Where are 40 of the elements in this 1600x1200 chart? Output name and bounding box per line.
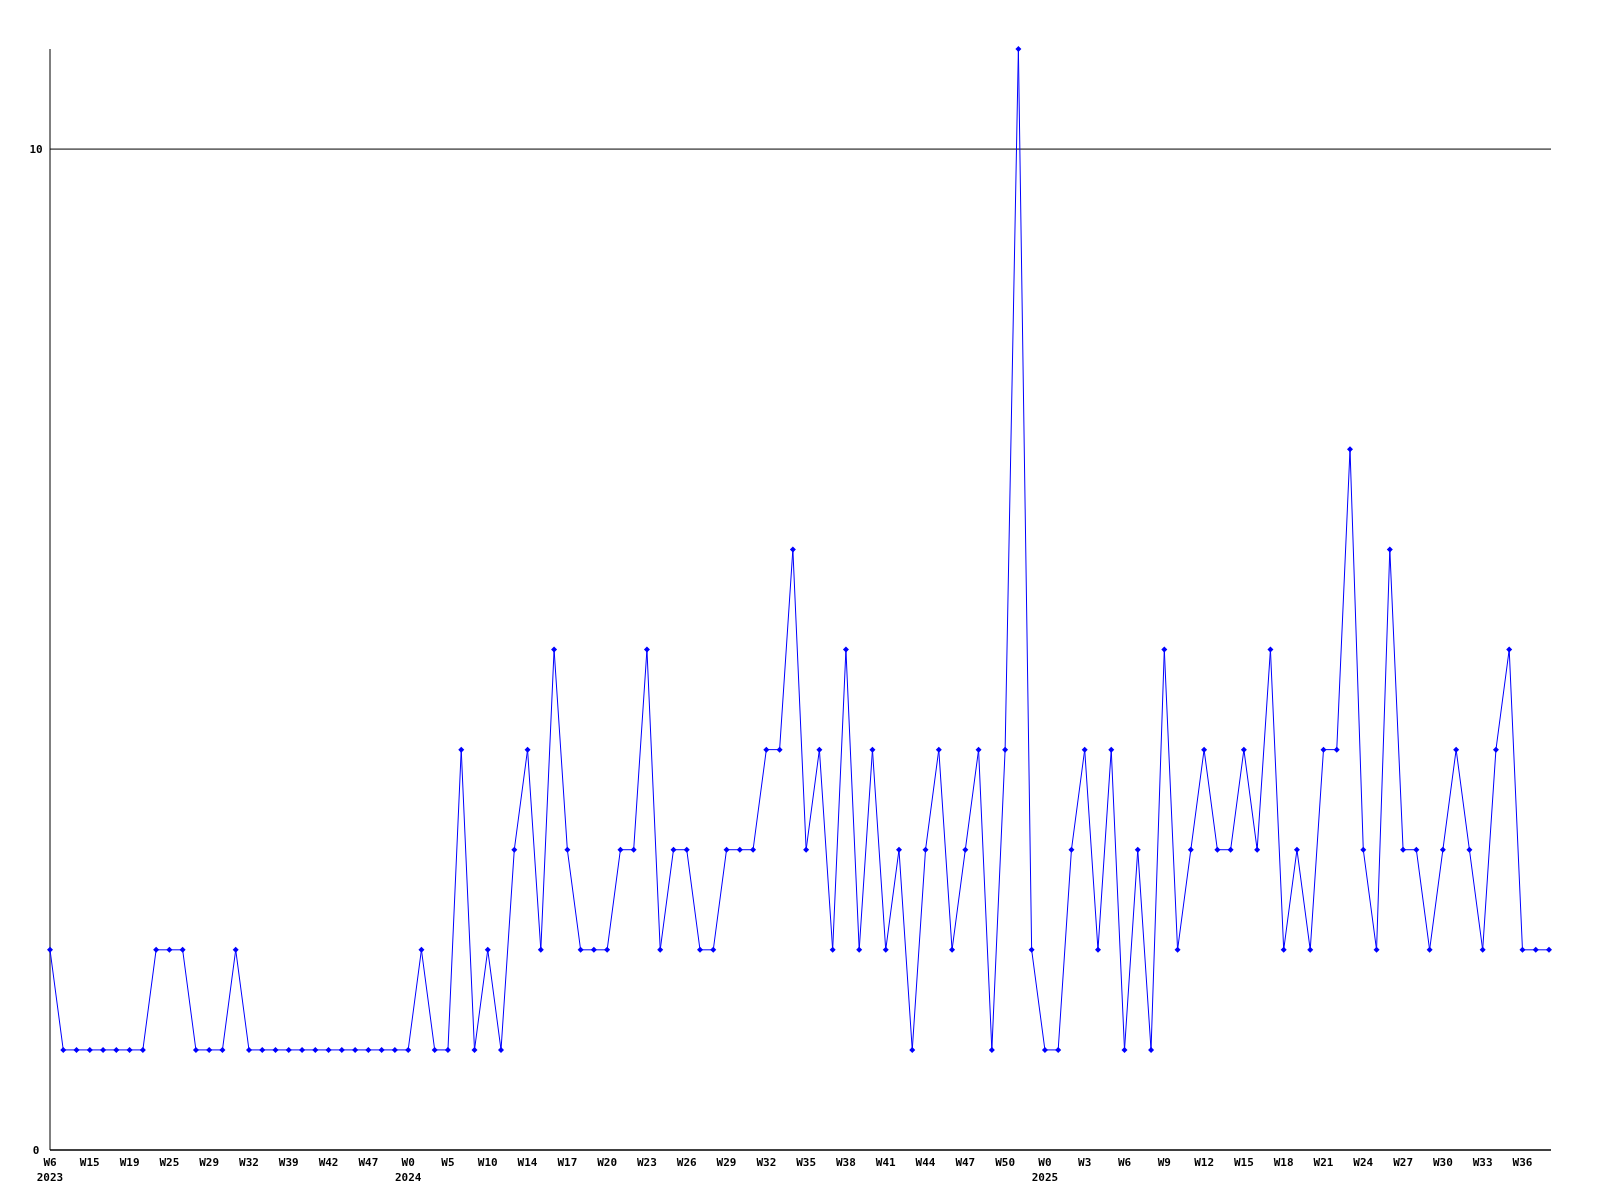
x-tick-label: W30 — [1432, 1156, 1453, 1169]
x-tick-label: W36 — [1512, 1156, 1533, 1169]
x-tick-label: W24 — [1353, 1156, 1374, 1169]
x-tick-label: W50 — [995, 1156, 1016, 1169]
x-tick-label: W5 — [441, 1156, 455, 1169]
x-tick-label: W29 — [199, 1156, 220, 1169]
x-tick-label: W15 — [1233, 1156, 1254, 1169]
x-tick-label: W0 2025 — [1031, 1156, 1059, 1184]
y-tick-label: 0 — [32, 1143, 40, 1157]
x-tick-label: W0 2024 — [394, 1156, 422, 1184]
x-tick-label: W14 — [517, 1156, 538, 1169]
x-tick-label: W39 — [278, 1156, 299, 1169]
x-tick-label: W17 — [557, 1156, 578, 1169]
x-tick-label: W18 — [1273, 1156, 1294, 1169]
x-tick-label: W42 — [318, 1156, 339, 1169]
x-tick-label: W47 — [955, 1156, 976, 1169]
y-tick-label: 10 — [29, 142, 43, 156]
x-tick-label: W10 — [477, 1156, 498, 1169]
x-tick-label: W29 — [716, 1156, 737, 1169]
x-tick-label: W32 — [239, 1156, 259, 1169]
x-tick-label: W19 — [119, 1156, 140, 1169]
x-tick-label: W47 — [358, 1156, 379, 1169]
x-tick-label: W38 — [835, 1156, 856, 1169]
x-tick-label: W26 — [676, 1156, 698, 1169]
x-tick-label: W33 — [1472, 1156, 1493, 1169]
x-tick-label: W32 — [756, 1156, 777, 1169]
x-tick-label: W44 — [915, 1156, 936, 1169]
x-tick-label: W9 — [1157, 1156, 1171, 1169]
x-tick-label: W3 — [1078, 1156, 1092, 1169]
x-tick-label: W23 — [637, 1156, 657, 1169]
x-tick-label: W6 — [1117, 1156, 1132, 1169]
x-tick-label: W25 — [159, 1156, 180, 1169]
x-tick-label: W6 2023 — [36, 1156, 64, 1184]
x-tick-label: W20 — [597, 1156, 618, 1169]
x-tick-label: W21 — [1313, 1156, 1334, 1169]
x-tick-label: W12 — [1194, 1156, 1215, 1169]
x-tick-label: W41 — [875, 1156, 897, 1169]
x-tick-label: W35 — [796, 1156, 817, 1169]
x-tick-label: W27 — [1393, 1156, 1414, 1169]
x-tick-label: W15 — [79, 1156, 100, 1169]
